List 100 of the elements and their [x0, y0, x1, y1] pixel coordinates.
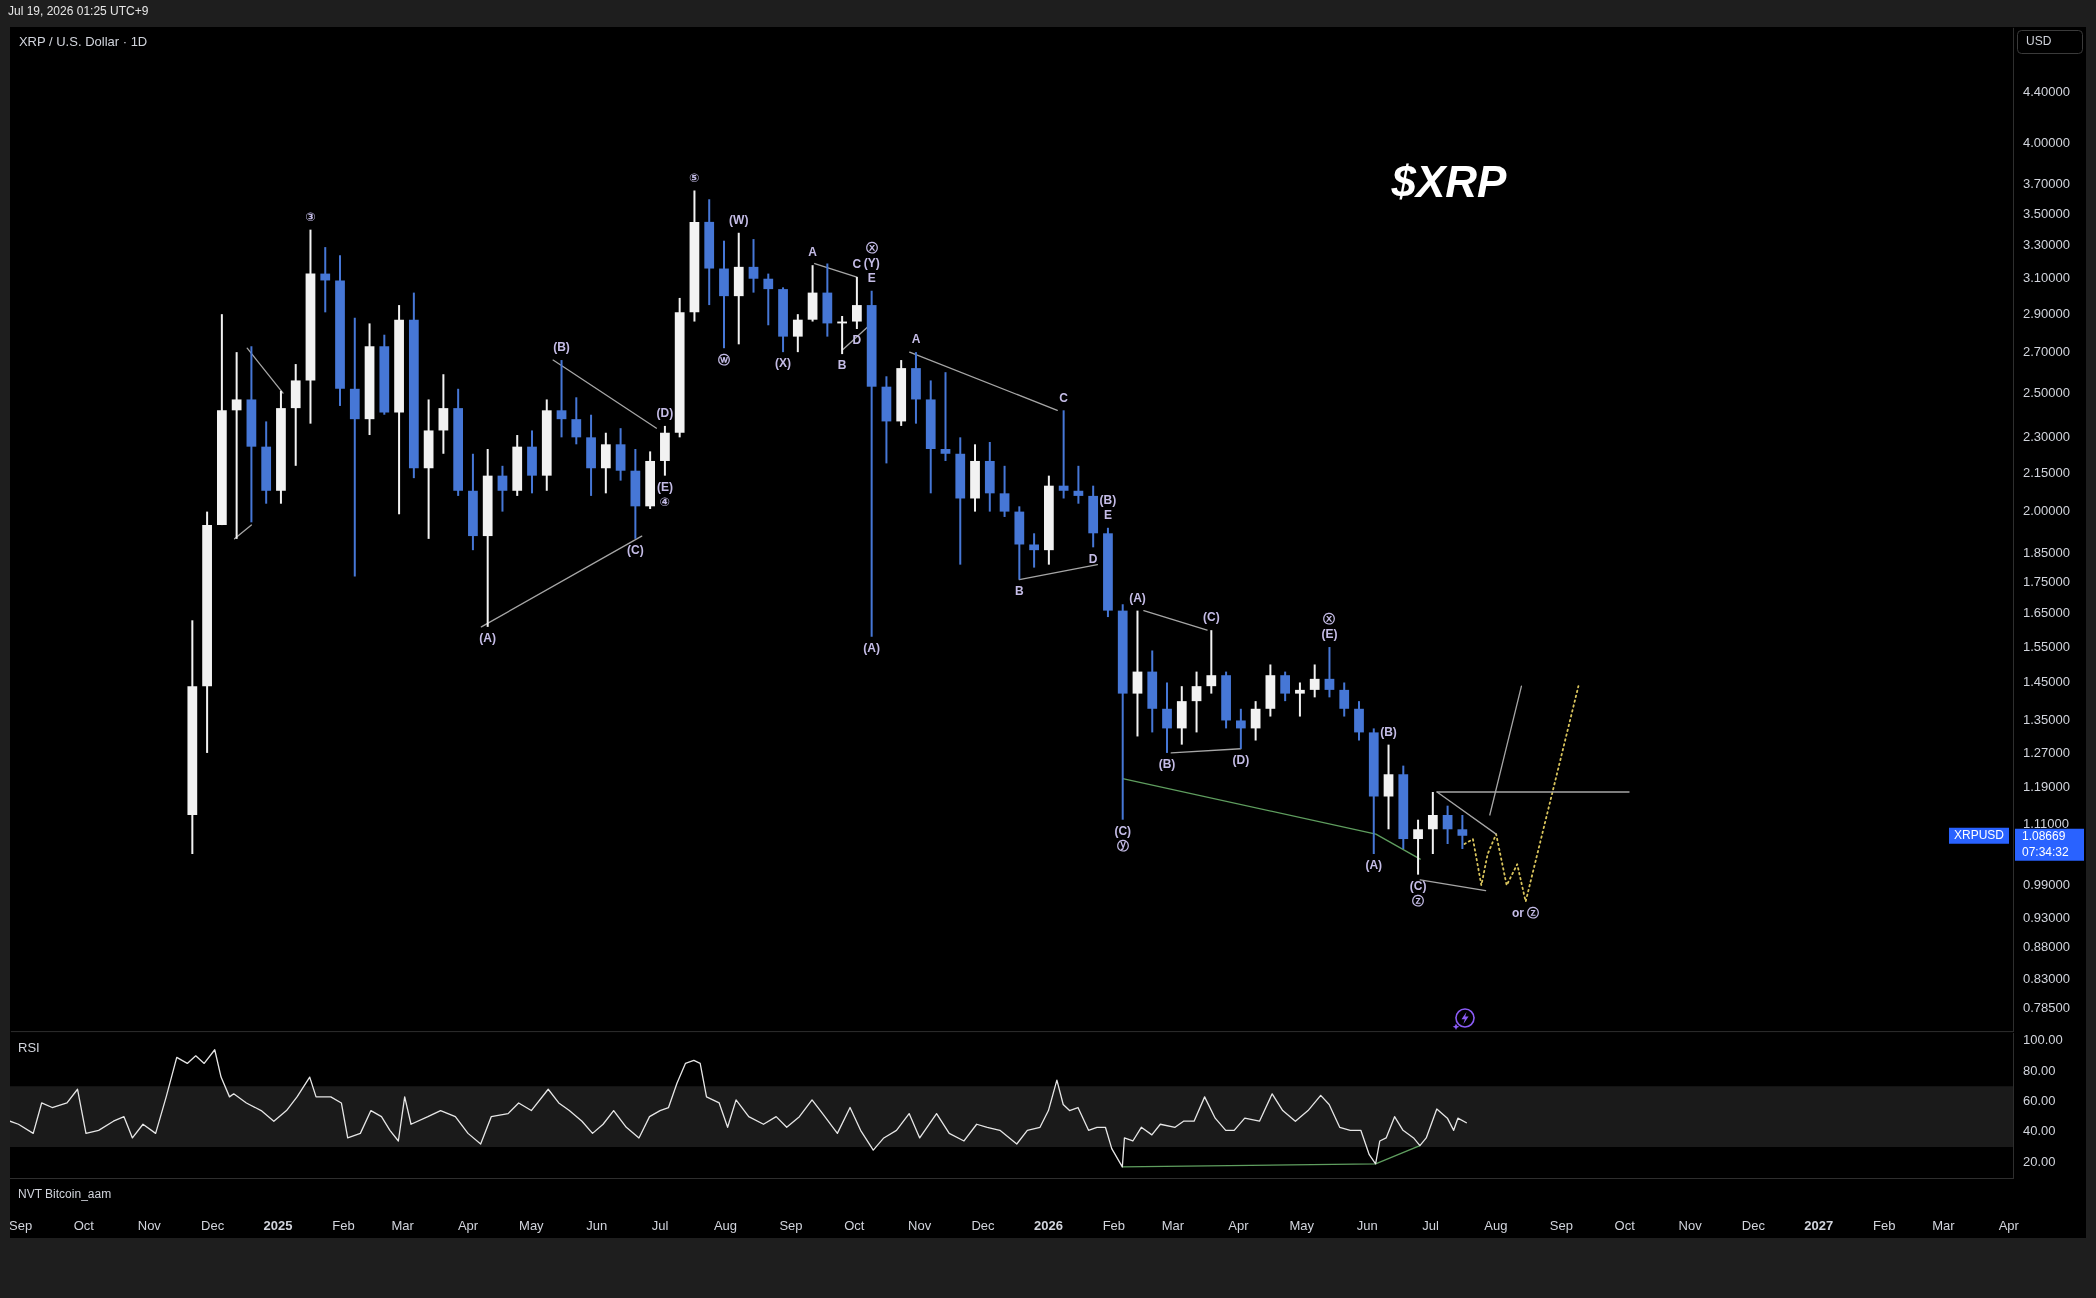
y-tick-label: 1.11000 — [2023, 816, 2070, 832]
annotation: (W) — [729, 213, 749, 228]
x-tick-label: 2027 — [1804, 1218, 1834, 1234]
y-tick-label: 3.50000 — [2023, 205, 2070, 221]
annotation: (C) — [1114, 824, 1132, 839]
x-tick-label: Nov — [908, 1218, 932, 1234]
annotation: E — [1103, 508, 1112, 523]
annotation: D — [852, 333, 862, 348]
y-tick-label: 4.00000 — [2023, 134, 2070, 150]
annotation: (E) — [1321, 627, 1338, 642]
x-tick-label: Aug — [713, 1218, 738, 1234]
annotation: (A) — [1129, 590, 1146, 605]
y-tick-label: 0.88000 — [2023, 939, 2070, 955]
annotation: (Y) — [863, 256, 880, 271]
annotation: A — [808, 245, 818, 260]
annotation: (A) — [479, 631, 497, 646]
x-tick-label: Jul — [651, 1218, 669, 1234]
y-tick-label: 2.30000 — [2023, 428, 2070, 444]
y-tick-label: 0.78500 — [2023, 1000, 2070, 1016]
annotation: B — [837, 358, 847, 373]
annotation: C — [852, 257, 862, 272]
text: XRP / U.S. Dollar · 1D — [18, 33, 148, 49]
y-tick-label: 1.75000 — [2023, 574, 2070, 590]
annotation: (B) — [1380, 724, 1397, 739]
annotation: (B) — [1158, 757, 1176, 772]
x-tick-label: May — [519, 1218, 545, 1234]
y-tick-label: 2.15000 — [2023, 464, 2070, 480]
x-tick-label: May — [1289, 1218, 1315, 1234]
y-tick-label: 1.35000 — [2023, 712, 2070, 728]
x-tick-label: Oct — [844, 1218, 865, 1234]
x-tick-label: Dec — [201, 1218, 225, 1234]
x-tick-label: Oct — [73, 1218, 95, 1234]
x-tick-label: Feb — [1873, 1218, 1896, 1234]
annotation: (C) — [1409, 878, 1427, 893]
y-tick-label: 1.55000 — [2023, 638, 2070, 654]
x-tick-label: Jul — [1422, 1218, 1439, 1234]
annotation: or ⓩ — [1511, 905, 1540, 920]
y-axis-title: USD — [2026, 34, 2052, 49]
y-tick-label: 80.00 — [2023, 1062, 2056, 1078]
annotation: (C) — [627, 543, 644, 558]
annotation: (C) — [1202, 610, 1220, 625]
annotation: ⓦ — [717, 352, 730, 367]
text: NVT Bitcoin_aam — [18, 1187, 112, 1202]
x-tick-label: Apr — [1998, 1218, 2020, 1234]
x-tick-label: Mar — [1932, 1218, 1956, 1234]
annotation: (A) — [863, 641, 880, 656]
annotation: D — [1088, 551, 1098, 566]
text: RSI — [18, 1039, 40, 1055]
annotation: E — [867, 271, 876, 286]
annotation: A — [911, 332, 921, 347]
annotation: $XRP — [1390, 157, 1508, 207]
x-tick-label: Feb — [332, 1218, 355, 1234]
y-tick-label: 4.40000 — [2023, 84, 2070, 100]
x-tick-label: 2025 — [263, 1218, 293, 1234]
annotation: ⓧ — [1323, 612, 1336, 627]
x-tick-label: 2026 — [1033, 1218, 1063, 1234]
y-tick-label: 3.70000 — [2023, 176, 2070, 192]
y-tick-label: 60.00 — [2023, 1093, 2056, 1109]
annotation: ⑤ — [689, 170, 700, 185]
x-tick-label: Mar — [391, 1218, 415, 1234]
y-tick-label: 2.70000 — [2023, 343, 2070, 359]
annotation: B — [1015, 583, 1024, 598]
annotation: ③ — [305, 209, 316, 224]
y-tick-label: 2.00000 — [2023, 503, 2070, 519]
x-tick-label: Mar — [1161, 1218, 1185, 1234]
annotation: (B) — [1099, 493, 1117, 508]
y-tick-label: 0.99000 — [2023, 876, 2070, 892]
annotation: (X) — [775, 356, 792, 371]
x-tick-label: Apr — [457, 1218, 479, 1234]
annotation: (E) — [656, 479, 673, 494]
x-tick-label: Dec — [971, 1218, 996, 1234]
x-tick-label: Apr — [1228, 1218, 1250, 1234]
y-tick-label: 1.27000 — [2023, 744, 2070, 760]
x-tick-label: Sep — [1549, 1218, 1573, 1234]
annotation: ⓩ — [1412, 893, 1425, 908]
y-tick-label: 3.10000 — [2023, 270, 2070, 286]
annotation: ⓨ — [1116, 839, 1129, 854]
x-tick-label: Aug — [1484, 1218, 1508, 1234]
y-tick-label: 1.65000 — [2023, 605, 2070, 621]
x-tick-label: Sep — [8, 1218, 33, 1234]
x-tick-label: Nov — [137, 1218, 162, 1234]
y-tick-label: 0.83000 — [2023, 970, 2070, 986]
annotation: (D) — [1232, 753, 1250, 768]
y-tick-label: 1.19000 — [2023, 779, 2070, 795]
y-tick-label: 3.30000 — [2023, 237, 2070, 253]
x-tick-label: Feb — [1102, 1218, 1126, 1234]
y-tick-label: 2.90000 — [2023, 305, 2070, 321]
x-tick-label: Nov — [1678, 1218, 1703, 1234]
annotation: ④ — [659, 494, 670, 509]
annotation: (D) — [656, 406, 674, 421]
y-tick-label: 100.00 — [2023, 1032, 2063, 1048]
x-tick-label: Oct — [1614, 1218, 1636, 1234]
text: 1.08669 — [2022, 829, 2066, 844]
annotation: (B) — [553, 340, 570, 355]
y-tick-label: 20.00 — [2023, 1153, 2056, 1169]
y-tick-label: 0.93000 — [2023, 910, 2070, 926]
x-tick-label: Jun — [586, 1218, 608, 1234]
y-tick-label: 40.00 — [2023, 1123, 2056, 1139]
y-tick-label: 1.45000 — [2023, 674, 2070, 690]
y-tick-label: 2.50000 — [2023, 384, 2070, 400]
